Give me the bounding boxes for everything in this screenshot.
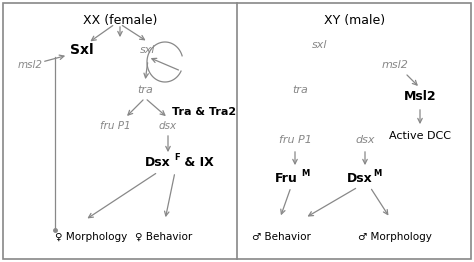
Text: Tra & Tra2: Tra & Tra2: [172, 107, 236, 117]
Text: ♀ Behavior: ♀ Behavior: [135, 232, 192, 242]
Text: ♂ Morphology: ♂ Morphology: [358, 232, 432, 242]
Text: fru P1: fru P1: [279, 135, 311, 145]
Text: msl2: msl2: [382, 60, 409, 70]
Text: Active DCC: Active DCC: [389, 131, 451, 141]
Text: Sxl: Sxl: [70, 43, 94, 57]
Text: msl2: msl2: [18, 60, 43, 70]
Text: ♂ Behavior: ♂ Behavior: [252, 232, 311, 242]
Text: Msl2: Msl2: [404, 90, 436, 103]
Text: tra: tra: [137, 85, 153, 95]
Text: & IX: & IX: [180, 156, 214, 168]
Text: dsx: dsx: [355, 135, 375, 145]
Text: M: M: [301, 168, 309, 177]
Text: sxl: sxl: [312, 40, 328, 50]
Text: XY (male): XY (male): [324, 14, 385, 27]
Text: Dsx: Dsx: [145, 156, 171, 168]
Text: F: F: [174, 154, 180, 162]
Text: M: M: [373, 168, 381, 177]
Text: Fru: Fru: [275, 172, 298, 184]
Text: ♀ Morphology: ♀ Morphology: [55, 232, 127, 242]
Text: sxl: sxl: [140, 45, 156, 55]
Text: fru P1: fru P1: [100, 121, 130, 131]
Text: dsx: dsx: [159, 121, 177, 131]
Text: XX (female): XX (female): [83, 14, 157, 27]
Text: tra: tra: [292, 85, 308, 95]
Text: Dsx: Dsx: [347, 172, 373, 184]
